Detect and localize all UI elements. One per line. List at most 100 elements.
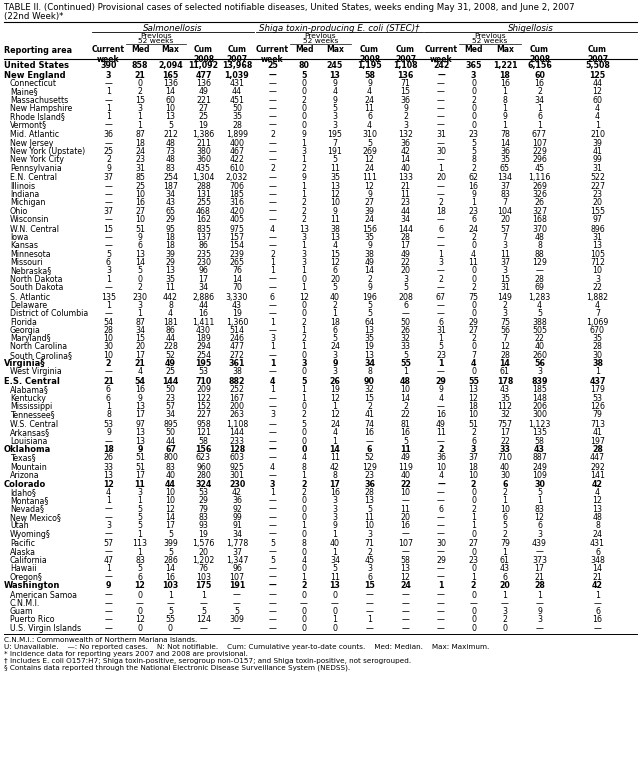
Text: 1: 1	[270, 359, 275, 368]
Text: 15: 15	[500, 274, 510, 283]
Text: 30: 30	[103, 343, 113, 351]
Text: 8: 8	[168, 301, 173, 310]
Text: 33: 33	[499, 445, 510, 454]
Text: —: —	[104, 190, 112, 199]
Text: 9: 9	[138, 233, 142, 242]
Text: —: —	[269, 96, 276, 105]
Text: 0: 0	[471, 624, 476, 633]
Text: 839: 839	[531, 377, 548, 386]
Text: 134: 134	[497, 173, 513, 182]
Text: 670: 670	[590, 326, 605, 335]
Text: 16: 16	[135, 385, 145, 394]
Text: 1: 1	[438, 249, 444, 258]
Text: 2: 2	[333, 301, 338, 310]
Text: 40: 40	[535, 343, 544, 351]
Text: 90: 90	[364, 377, 375, 386]
Text: —: —	[269, 402, 276, 411]
Text: —: —	[269, 616, 276, 625]
Text: 43: 43	[232, 301, 242, 310]
Text: 27: 27	[365, 198, 374, 207]
Text: 189: 189	[196, 334, 211, 343]
Text: 50: 50	[165, 429, 176, 438]
Text: 0: 0	[333, 591, 338, 600]
Text: —: —	[437, 71, 445, 80]
Text: 373: 373	[532, 556, 547, 565]
Text: 0: 0	[333, 624, 338, 633]
Text: —: —	[401, 591, 410, 600]
Text: 2: 2	[503, 301, 508, 310]
Text: 1: 1	[333, 309, 338, 318]
Text: 5: 5	[403, 350, 408, 359]
Text: Indiana: Indiana	[10, 190, 39, 199]
Text: 0: 0	[301, 367, 306, 376]
Text: 53: 53	[592, 394, 603, 403]
Text: —: —	[269, 104, 276, 113]
Text: 14: 14	[135, 258, 145, 267]
Text: —: —	[437, 402, 445, 411]
Text: 48: 48	[165, 139, 176, 147]
Text: —: —	[437, 607, 445, 616]
Text: 58: 58	[401, 556, 410, 565]
Text: 3: 3	[106, 71, 112, 80]
Text: 3: 3	[333, 505, 338, 514]
Text: 3: 3	[301, 233, 306, 242]
Text: 137: 137	[196, 233, 211, 242]
Text: —: —	[269, 182, 276, 191]
Text: 2: 2	[471, 233, 476, 242]
Text: 10: 10	[135, 190, 145, 199]
Text: 0: 0	[301, 513, 306, 522]
Text: 39: 39	[592, 139, 603, 147]
Text: 14: 14	[500, 139, 510, 147]
Text: 1: 1	[503, 591, 508, 600]
Text: 1: 1	[301, 182, 306, 191]
Text: 136: 136	[397, 71, 413, 80]
Text: —: —	[269, 242, 276, 250]
Text: 75: 75	[500, 318, 510, 327]
Text: 24: 24	[592, 530, 603, 539]
Text: 48: 48	[165, 155, 176, 164]
Text: 53: 53	[103, 420, 113, 429]
Text: 3: 3	[470, 71, 476, 80]
Text: —: —	[269, 326, 276, 335]
Text: 136: 136	[163, 79, 178, 88]
Text: 5: 5	[403, 283, 408, 292]
Text: Cum
2007: Cum 2007	[395, 45, 416, 65]
Text: 1,039: 1,039	[224, 71, 249, 80]
Text: —: —	[269, 215, 276, 224]
Text: 420: 420	[229, 207, 244, 216]
Text: 3: 3	[367, 530, 372, 539]
Text: 14: 14	[165, 513, 176, 522]
Text: —: —	[269, 301, 276, 310]
Text: 5: 5	[503, 521, 508, 530]
Text: 896: 896	[590, 225, 605, 234]
Text: 1: 1	[106, 402, 111, 411]
Text: 37: 37	[469, 453, 478, 462]
Text: 13: 13	[330, 233, 340, 242]
Text: 129: 129	[532, 258, 547, 267]
Text: 1: 1	[301, 326, 306, 335]
Text: 93: 93	[199, 521, 208, 530]
Text: 286: 286	[163, 556, 178, 565]
Text: 9: 9	[333, 207, 337, 216]
Text: 15: 15	[401, 87, 410, 97]
Text: 1: 1	[537, 121, 542, 130]
Text: 40: 40	[401, 471, 410, 480]
Text: 6: 6	[503, 480, 508, 489]
Text: 13: 13	[135, 437, 145, 445]
Text: —: —	[233, 591, 241, 600]
Text: * Incidence data for reporting years 2007 and 2008 are provisional.: * Incidence data for reporting years 200…	[4, 651, 248, 657]
Text: 24: 24	[365, 215, 374, 224]
Text: 442: 442	[163, 293, 178, 302]
Text: 324: 324	[196, 480, 212, 489]
Text: 35: 35	[165, 274, 176, 283]
Text: 2: 2	[301, 207, 306, 216]
Text: 24: 24	[469, 225, 478, 234]
Text: 52 weeks: 52 weeks	[472, 38, 508, 44]
Text: 52 weeks: 52 weeks	[303, 38, 338, 44]
Text: 31: 31	[135, 163, 145, 173]
Text: 38: 38	[592, 359, 603, 368]
Text: 858: 858	[132, 61, 148, 70]
Text: 1: 1	[301, 242, 306, 250]
Text: 107: 107	[532, 139, 547, 147]
Text: 10: 10	[365, 521, 374, 530]
